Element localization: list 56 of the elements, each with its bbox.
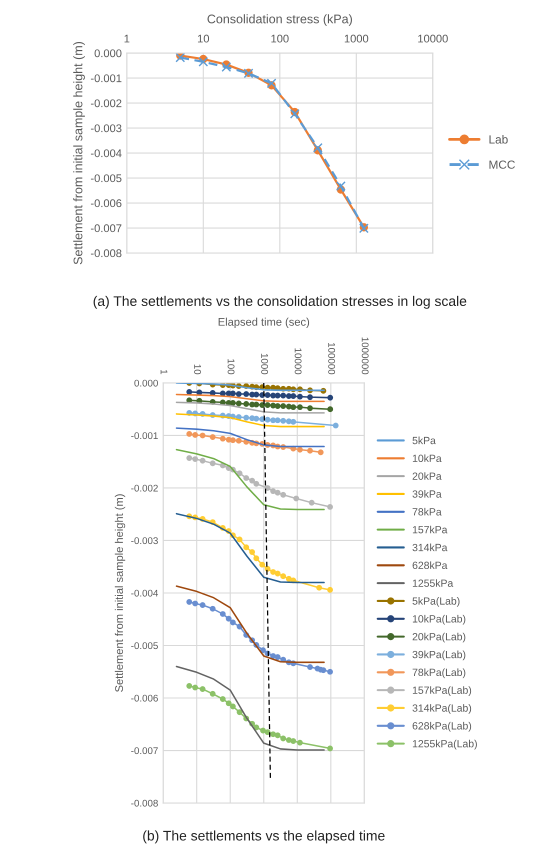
y-tick-label: -0.005 (131, 642, 158, 650)
legend-label: 628kPa(Lab) (412, 722, 472, 732)
x-tick-label: 1000 (344, 34, 368, 43)
y-tick-label: -0.002 (131, 484, 158, 492)
legend-label: 157kPa(Lab) (412, 686, 472, 696)
legend-label: 1255kPa(Lab) (412, 740, 477, 750)
legend-label: 39kPa(Lab) (412, 650, 466, 660)
y-tick-label: -0.004 (131, 590, 158, 597)
x-tick-label: 1 (160, 370, 168, 374)
x-tick-label: 1 (124, 34, 130, 42)
x-tick-label: 100 (271, 34, 289, 43)
x-tick-label: 10000 (418, 34, 448, 43)
legend-label: 314kPa(Lab) (412, 704, 472, 714)
x-tick-label: 10 (198, 34, 210, 43)
y-tick-label: -0.004 (90, 149, 122, 158)
x-tick-label: 10000 (294, 348, 302, 374)
legend-label: 5kPa(Lab) (412, 597, 460, 607)
y-tick-label: -0.008 (131, 800, 158, 807)
y-tick-label: -0.002 (90, 99, 122, 108)
x-axis-title: Elapsed time (sec) (218, 318, 310, 328)
legend-label: Lab (489, 134, 508, 144)
x-tick-label: 1000 (261, 354, 268, 374)
x-tick-label: 100 (228, 359, 235, 374)
legend-label: 314kPa (412, 544, 448, 552)
text: (b) The settlements vs the elapsed time (143, 830, 385, 844)
y-tick-label: 0.000 (134, 380, 158, 387)
legend-label: 10kPa (412, 454, 442, 462)
y-axis-title: Settlement from initial sample height (m) (73, 42, 85, 264)
y-tick-label: -0.003 (131, 537, 158, 544)
legend-label: 5kPa (412, 436, 436, 444)
legend-label: 20kPa (412, 472, 442, 480)
x-tick-label: 100000 (328, 342, 336, 374)
y-tick-label: -0.001 (90, 74, 122, 82)
legend-label: 78kPa (412, 508, 442, 516)
y-tick-label: -0.007 (131, 747, 158, 754)
legend-label: 39kPa (412, 490, 442, 498)
y-axis-title: Settlement from initial sample height (m) (114, 494, 126, 692)
x-tick-label: 10 (194, 364, 201, 374)
y-tick-label: -0.008 (90, 249, 122, 258)
legend-label: 1255kPa (412, 579, 454, 587)
legend-label: 20kPa(Lab) (412, 632, 466, 642)
y-tick-label: -0.007 (90, 224, 122, 232)
legend-label: 10kPa(Lab) (412, 614, 466, 625)
y-tick-label: -0.005 (90, 174, 122, 182)
y-tick-label: -0.003 (90, 124, 122, 132)
y-tick-label: 0.000 (94, 49, 122, 58)
legend-label: 78kPa(Lab) (412, 668, 466, 678)
legend-label: MCC (489, 160, 515, 169)
y-tick-label: -0.001 (131, 432, 158, 440)
x-axis-title: Consolidation stress (kPa) (207, 14, 352, 26)
legend-label: 628kPa (412, 561, 448, 570)
y-tick-label: -0.006 (90, 199, 122, 208)
legend-label: 157kPa (412, 526, 448, 534)
y-tick-label: -0.006 (131, 694, 158, 702)
x-tick-label: 1000000 (362, 338, 369, 374)
text: (a) The settlements vs the consolidation stresses in log scale (94, 296, 466, 309)
